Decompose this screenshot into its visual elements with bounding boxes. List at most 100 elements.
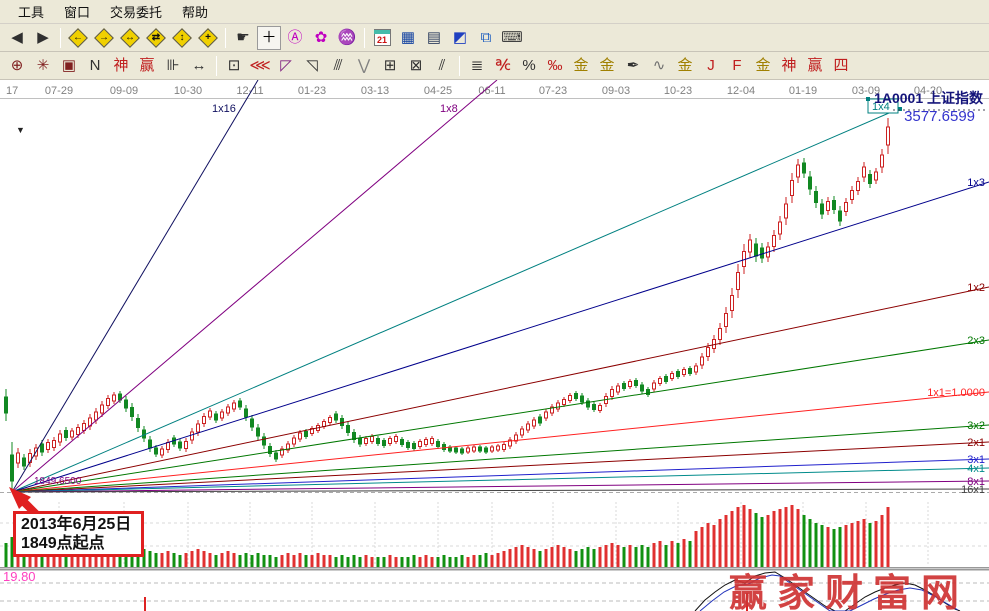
gold-angle-tool[interactable]: 金 xyxy=(755,57,771,74)
arrow-glyph: + xyxy=(205,31,211,43)
hand-tool-button[interactable]: ☛ xyxy=(236,29,250,46)
calendar-button[interactable]: 21 xyxy=(370,26,394,50)
permille-lines-tool[interactable]: ‰ xyxy=(547,57,563,74)
chevron-down-icon[interactable]: ▼ xyxy=(16,125,25,135)
rect-measure-tool[interactable]: ⊡ xyxy=(227,57,241,74)
zigzag-tool[interactable]: ⋁ xyxy=(357,57,371,74)
gann-line-1x4[interactable] xyxy=(11,112,890,493)
date-tick-label: 07-23 xyxy=(539,85,567,97)
date-tick-label: 10-23 xyxy=(664,85,692,97)
gann-line-2x1[interactable] xyxy=(11,441,989,493)
percent7-tool[interactable]: ℀ xyxy=(495,57,511,74)
arrow-glyph: ⇄ xyxy=(151,31,161,43)
annotation-box[interactable]: 2013年6月25日 1849点起点 xyxy=(13,511,144,558)
n-wave-tool[interactable]: Ν xyxy=(89,57,101,74)
date-tick-label: 10-30 xyxy=(174,85,202,97)
gann-line-16x1[interactable] xyxy=(11,488,989,493)
menu-trade[interactable]: 交易委托 xyxy=(110,5,163,20)
toolbar-separator xyxy=(364,27,365,48)
chart-area[interactable]: 17 07-29 09-09 10-30 12-11 01-23 03-13 04-25 06-… xyxy=(0,80,989,611)
channel-tool[interactable]: ⫽ xyxy=(438,57,446,74)
gann-label-1x3: 1x3 xyxy=(967,177,985,189)
brush-tool[interactable]: ✒ xyxy=(626,57,640,74)
grid-arrow-tool[interactable]: ⊠ xyxy=(409,57,423,74)
date-tick-label: 12-04 xyxy=(727,85,755,97)
angle-lines-tool[interactable]: ⫻ xyxy=(333,57,343,74)
gann-line-8x1[interactable] xyxy=(11,480,989,493)
gann-label-1x16: 1x16 xyxy=(212,103,236,115)
gann-fan[interactable]: 1x16 1x8 1x4 1x3 1x2 2x3 1x1=1.0000 3x2 2x1 3x14x… xyxy=(11,80,989,496)
selection-box[interactable] xyxy=(867,98,899,114)
chart-canvas[interactable]: 17 07-29 09-09 10-30 12-11 01-23 03-13 04-25 06-… xyxy=(0,80,989,611)
gann-line-1x16[interactable] xyxy=(11,80,259,493)
arrow-glyph: ↕ xyxy=(179,31,185,43)
gann-circle-tool[interactable]: ⊕ xyxy=(10,57,24,74)
gann-line-value: 3577.6599 xyxy=(904,108,975,125)
annotation-line2: 1849点起点 xyxy=(21,535,105,553)
compress-horizontal-button[interactable]: ⇄ xyxy=(144,26,168,50)
grid-tool[interactable]: ⊞ xyxy=(383,57,397,74)
gann-label-1x2: 1x2 xyxy=(967,282,985,294)
gann-line-1x8[interactable] xyxy=(11,80,498,493)
gann-line-1x2[interactable] xyxy=(11,286,989,493)
fan-box2-tool[interactable]: ◹ xyxy=(306,57,318,74)
stretch-horizontal-button[interactable]: ↔ xyxy=(118,26,142,50)
pointer-a-tool-button[interactable]: Ⓐ xyxy=(287,29,303,46)
f-line-tool[interactable]: F xyxy=(732,57,742,74)
shen-angle-tool[interactable]: 神 xyxy=(781,57,797,74)
gann-wheel-tool[interactable]: ✳ xyxy=(36,57,50,74)
si-angle-tool[interactable]: 四 xyxy=(833,57,849,74)
date-tick-label: 12-11 xyxy=(236,85,263,97)
menu-help[interactable]: 帮助 xyxy=(182,5,209,20)
back-button[interactable]: ◀ xyxy=(11,29,23,46)
gann-line-3x1[interactable] xyxy=(11,458,989,493)
gann-label-4x1: 4x1 xyxy=(967,463,985,475)
toolbar-drawing: ⊕ ✳ ▣ Ν 神赢 ⊪ ↔ ⊡ ⋘ ◸ ◹ ⫻ ⋁ ⊞ ⊠ ⫽ ≣ ℀% ‰ 金金 ✒ ∿ 金 J F 金神赢四 xyxy=(0,52,989,80)
stretch-vertical-button[interactable]: ↕ xyxy=(170,26,194,50)
gann-line-1x3[interactable] xyxy=(11,181,989,493)
gann-fan-tool[interactable]: ⋘ xyxy=(249,57,271,74)
wave-map-tool-button[interactable]: ♒ xyxy=(337,29,357,46)
gann-box-tool[interactable]: ▣ xyxy=(61,57,77,74)
flower-tool-button[interactable]: ✿ xyxy=(314,29,328,46)
gann-line-1x1[interactable] xyxy=(11,391,989,493)
gold-circle-tool[interactable]: 金 xyxy=(573,57,589,74)
windows-globe-button[interactable]: ⧉ xyxy=(480,29,492,46)
save-button[interactable]: ◩ xyxy=(452,29,468,46)
shen-tool[interactable]: 神 xyxy=(113,57,129,74)
date-tick-label: 03-09 xyxy=(852,85,880,97)
fan-box-tool[interactable]: ◸ xyxy=(280,57,292,74)
forward-button[interactable]: ▶ xyxy=(37,29,49,46)
calculator-button[interactable]: ▦ xyxy=(400,29,416,46)
gann-label-8x1: 8x1 xyxy=(967,476,985,488)
yingjia-tool[interactable]: 赢 xyxy=(139,57,155,74)
ruler-123-tool[interactable]: ⊪ xyxy=(166,57,180,74)
pan-left-button[interactable]: ← xyxy=(66,26,90,50)
date-tick-label: 09-09 xyxy=(110,85,138,97)
printer-button[interactable]: ⌨ xyxy=(501,29,523,46)
gann-line-4x1[interactable] xyxy=(11,467,989,493)
gann-line-2x3[interactable] xyxy=(11,339,989,493)
pan-right-button[interactable]: → xyxy=(92,26,116,50)
menu-bar: 工具 窗口 交易委托 帮助 xyxy=(0,0,989,24)
arrow-glyph: ↔ xyxy=(125,31,135,43)
gann-line-3x2[interactable] xyxy=(11,424,989,493)
date-tick-label: 01-23 xyxy=(298,85,326,97)
bottom-indicator xyxy=(144,571,961,611)
crosshair-tool-button[interactable]: ＋ xyxy=(257,25,281,50)
gold-line-tool[interactable]: 金 xyxy=(677,57,693,74)
gann-origin-price-label: 1849.6500 xyxy=(34,476,82,487)
notepad-button[interactable]: ▤ xyxy=(426,29,442,46)
j-line-tool[interactable]: J xyxy=(707,57,715,74)
menu-window[interactable]: 窗口 xyxy=(64,5,91,20)
stats-tool[interactable]: ≣ xyxy=(470,57,484,74)
gold-section-tool[interactable]: 金 xyxy=(599,57,615,74)
ying-angle-tool[interactable]: 赢 xyxy=(807,57,823,74)
expand-all-button[interactable]: + xyxy=(196,26,220,50)
menu-tools[interactable]: 工具 xyxy=(18,5,45,20)
percent-tool[interactable]: % xyxy=(522,57,536,74)
date-axis: 17 07-29 09-09 10-30 12-11 01-23 03-13 04-25 06-… xyxy=(0,85,989,99)
gann-label-1x1: 1x1=1.0000 xyxy=(927,387,985,399)
wave-a-tool[interactable]: ∿ xyxy=(652,57,666,74)
width-measure-tool[interactable]: ↔ xyxy=(191,57,207,74)
